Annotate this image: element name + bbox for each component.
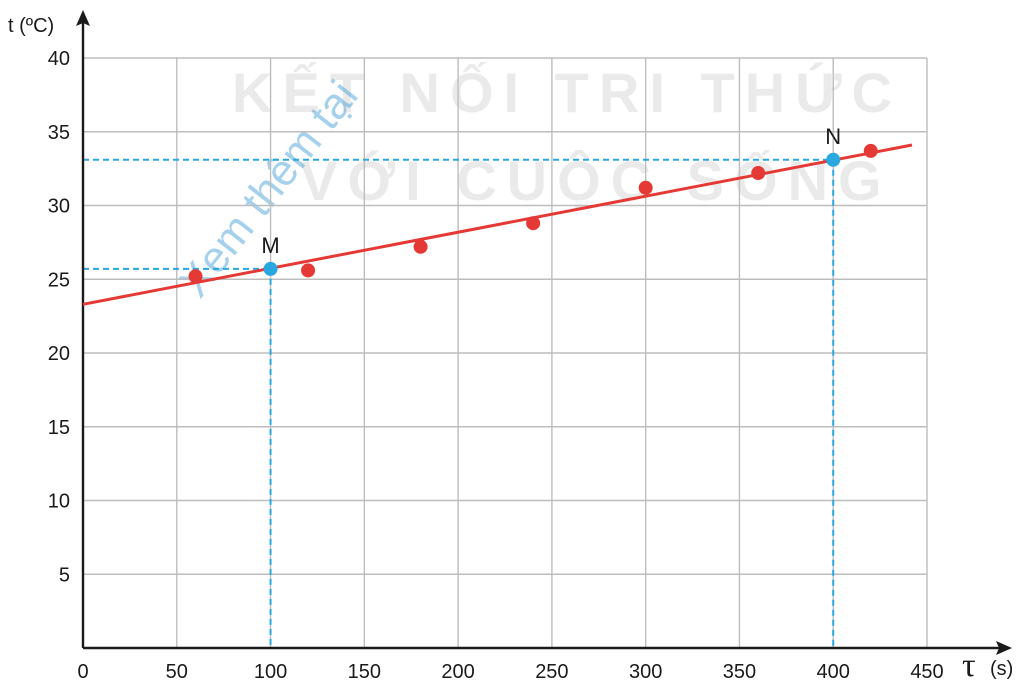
tick-labels: 0 50 100 150 200 250 300 350 400 450 5 10 15 20 25 30 35…: [48, 48, 944, 683]
axes: [76, 10, 1012, 655]
x-tick-label-0: 0: [77, 661, 88, 683]
point-label-M: M: [261, 233, 279, 258]
point-label-N: N: [825, 124, 841, 149]
data-point-2: [301, 263, 316, 278]
y-tick-label-40: 40: [48, 48, 70, 70]
guide-lines: [83, 158, 835, 648]
y-axis-arrow: [76, 10, 90, 26]
point-N: [826, 152, 841, 167]
x-axis-arrow: [996, 641, 1012, 655]
watermark-line-1: KẾT NỐI TRI THỨC: [232, 61, 902, 124]
y-tick-label-30: 30: [48, 196, 70, 218]
grid: [83, 57, 928, 648]
x-tick-label-400: 400: [817, 661, 850, 683]
y-tick-label-25: 25: [48, 269, 70, 291]
fit-line: [82, 143, 913, 306]
data-points: [188, 143, 878, 284]
y-axis-label: t (ºC): [8, 15, 54, 37]
x-tick-label-200: 200: [441, 661, 474, 683]
watermark-line-2: VỚI CUỘC SỐNG: [300, 149, 892, 212]
data-point-3: [413, 239, 428, 254]
x-axis-unit: (s): [990, 658, 1013, 680]
x-tick-label-450: 450: [910, 661, 943, 683]
data-point-1: [188, 269, 203, 284]
fit-line-layer: [82, 143, 913, 306]
x-tick-label-150: 150: [348, 661, 381, 683]
data-point-5: [638, 180, 653, 195]
highlighted-points: MN: [261, 124, 841, 276]
x-axis-symbol: τ: [962, 647, 976, 684]
data-point-4: [526, 216, 541, 231]
x-tick-label-100: 100: [254, 661, 287, 683]
x-tick-label-350: 350: [723, 661, 756, 683]
point-M: [263, 261, 278, 276]
x-tick-label-50: 50: [166, 661, 188, 683]
y-tick-label-20: 20: [48, 343, 70, 365]
y-tick-label-10: 10: [48, 491, 70, 513]
x-tick-label-300: 300: [629, 661, 662, 683]
axis-labels: t (ºC) τ (s): [8, 15, 1013, 684]
watermark: KẾT NỐI TRI THỨC VỚI CUỘC SỐNG Xem thêm …: [169, 61, 902, 306]
y-tick-label-5: 5: [59, 564, 70, 586]
y-tick-label-15: 15: [48, 417, 70, 439]
x-tick-label-250: 250: [535, 661, 568, 683]
data-point-6: [751, 166, 766, 181]
data-point-7: [863, 143, 878, 158]
y-tick-label-35: 35: [48, 122, 70, 144]
